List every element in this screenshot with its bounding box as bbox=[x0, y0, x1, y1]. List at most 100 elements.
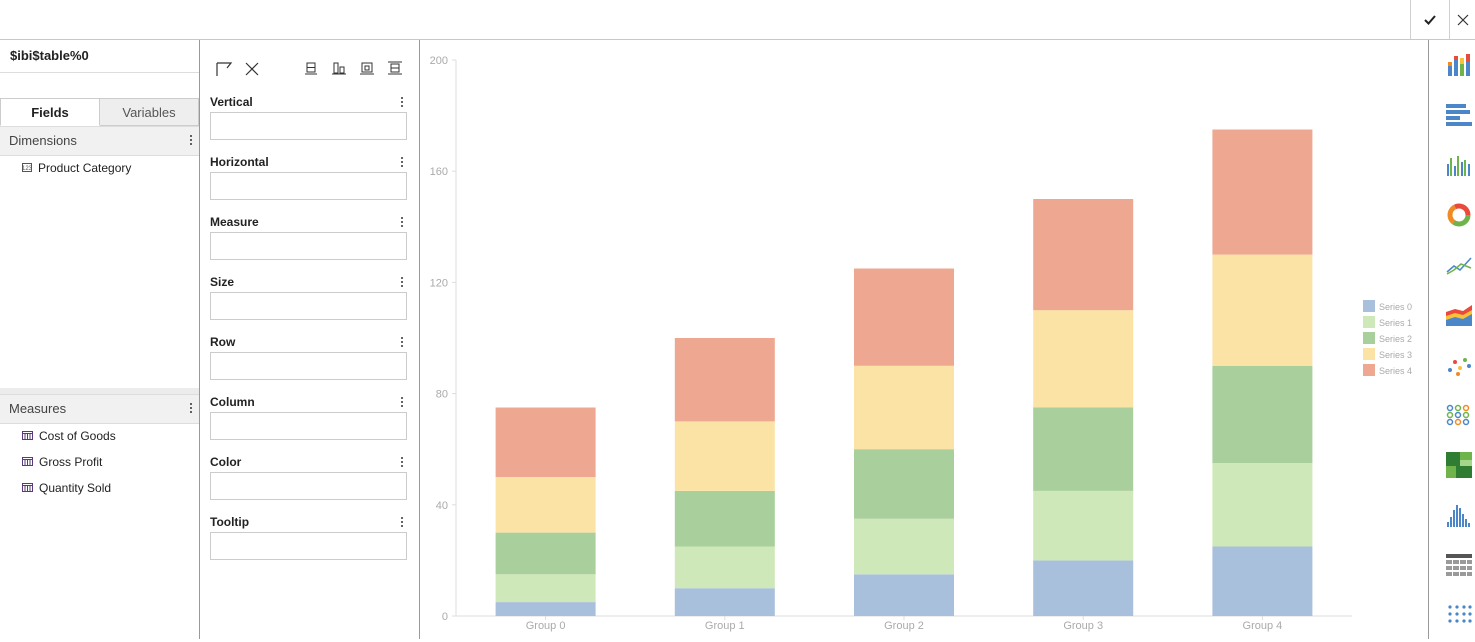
bar-segment bbox=[854, 449, 954, 519]
measure-field-icon bbox=[22, 429, 33, 443]
align-center-icon[interactable] bbox=[360, 60, 374, 79]
bucket-column-dropzone[interactable] bbox=[210, 412, 407, 440]
bucket-row-dropzone[interactable] bbox=[210, 352, 407, 380]
bar-segment bbox=[854, 268, 954, 366]
bar-segment bbox=[674, 421, 775, 491]
legend-swatch bbox=[1363, 316, 1375, 328]
align-top-icon[interactable] bbox=[304, 60, 318, 79]
bar-segment bbox=[495, 407, 596, 477]
bucket-size-label: Size bbox=[210, 275, 235, 289]
bar-segment bbox=[1212, 463, 1313, 547]
legend-swatch bbox=[1363, 332, 1375, 344]
y-tick-label: 80 bbox=[436, 389, 448, 401]
field-product-category[interactable]: 123 Product Category bbox=[22, 161, 131, 175]
bucket-menu-icon[interactable] bbox=[397, 336, 407, 350]
bucket-measure-label: Measure bbox=[210, 215, 259, 229]
treemap-icon[interactable] bbox=[1446, 452, 1472, 478]
area-chart-icon[interactable] bbox=[1446, 302, 1472, 328]
bucket-menu-icon[interactable] bbox=[397, 216, 407, 230]
bucket-menu-icon[interactable] bbox=[397, 156, 407, 170]
bucket-color-label: Color bbox=[210, 455, 242, 469]
bar-segment bbox=[1212, 129, 1313, 255]
x-tick-label: Group 2 bbox=[884, 620, 924, 632]
field-gross-profit[interactable]: Gross Profit bbox=[22, 455, 102, 469]
y-tick-label: 40 bbox=[436, 500, 448, 512]
bar-segment bbox=[1212, 254, 1313, 366]
bucket-menu-icon[interactable] bbox=[397, 396, 407, 410]
bucket-menu-icon[interactable] bbox=[397, 276, 407, 290]
legend-label: Series 1 bbox=[1379, 318, 1412, 328]
table-grid-icon[interactable] bbox=[1446, 552, 1472, 578]
x-tick-label: Group 1 bbox=[705, 620, 745, 632]
field-label: Quantity Sold bbox=[39, 481, 112, 495]
bucket-row-label: Row bbox=[210, 335, 236, 349]
dimensions-menu-icon[interactable] bbox=[186, 134, 196, 148]
bar-segment bbox=[854, 365, 954, 450]
grouped-bar-chart-icon[interactable] bbox=[1446, 152, 1472, 178]
align-bars-icon[interactable] bbox=[332, 60, 346, 79]
align-distribute-icon[interactable] bbox=[388, 60, 402, 79]
divider bbox=[0, 72, 199, 73]
tab-fields[interactable]: Fields bbox=[0, 98, 100, 126]
donut-chart-icon[interactable] bbox=[1446, 202, 1472, 228]
histogram-icon[interactable] bbox=[1446, 502, 1472, 528]
stacked-bar-chart-icon[interactable] bbox=[1446, 52, 1472, 78]
stacked-bar-chart: 0 40 80 120 160 200 Group 0 Group 1 Group 2 Group… bbox=[430, 55, 1412, 632]
bucket-horizontal-label: Horizontal bbox=[210, 155, 269, 169]
bar-segment bbox=[495, 602, 596, 616]
field-cost-of-goods[interactable]: Cost of Goods bbox=[22, 429, 116, 443]
data-panel: $ibi$table%0 Fields Variables Dimensions… bbox=[0, 40, 200, 639]
bar-segment bbox=[1033, 199, 1134, 311]
bucket-column-label: Column bbox=[210, 395, 255, 409]
bubble-matrix-icon[interactable] bbox=[1446, 402, 1472, 428]
field-label: Product Category bbox=[38, 161, 132, 175]
horizontal-bar-chart-icon[interactable] bbox=[1446, 102, 1472, 128]
bucket-tooltip-dropzone[interactable] bbox=[210, 532, 407, 560]
tab-variables[interactable]: Variables bbox=[100, 98, 199, 126]
bar-segment bbox=[854, 574, 954, 616]
bucket-color-dropzone[interactable] bbox=[210, 472, 407, 500]
x-tick-label: Group 0 bbox=[526, 620, 566, 632]
checkmark-icon bbox=[1424, 14, 1436, 25]
field-label: Gross Profit bbox=[39, 455, 103, 469]
y-tick-label: 200 bbox=[430, 55, 448, 67]
line-chart-icon[interactable] bbox=[1446, 252, 1472, 278]
dimensions-label: Dimensions bbox=[9, 133, 77, 148]
clear-icon[interactable] bbox=[243, 60, 261, 81]
bar-segment bbox=[495, 532, 596, 575]
legend-swatch bbox=[1363, 364, 1375, 376]
bucket-vertical-dropzone[interactable] bbox=[210, 112, 407, 140]
bucket-vertical-label: Vertical bbox=[210, 95, 253, 109]
bucket-measure-dropzone[interactable] bbox=[210, 232, 407, 260]
confirm-button[interactable] bbox=[1410, 0, 1449, 39]
panel-tabs: Fields Variables bbox=[0, 98, 199, 126]
data-source-title: $ibi$table%0 bbox=[10, 48, 89, 63]
bucket-horizontal-dropzone[interactable] bbox=[210, 172, 407, 200]
chart-canvas: 0 40 80 120 160 200 Group 0 Group 1 Group 2 Group… bbox=[420, 40, 1428, 639]
svg-text:123: 123 bbox=[22, 166, 32, 172]
close-button[interactable] bbox=[1449, 0, 1475, 39]
bucket-menu-icon[interactable] bbox=[397, 456, 407, 470]
measures-label: Measures bbox=[9, 401, 67, 416]
bar-segment bbox=[495, 477, 596, 533]
legend-label: Series 0 bbox=[1379, 302, 1412, 312]
legend-label: Series 3 bbox=[1379, 350, 1412, 360]
bar-segment bbox=[1212, 546, 1313, 616]
bar-segment bbox=[674, 338, 775, 422]
swap-axes-icon[interactable] bbox=[215, 60, 233, 81]
scatter-chart-icon[interactable] bbox=[1446, 352, 1472, 378]
measures-menu-icon[interactable] bbox=[186, 402, 196, 416]
dot-matrix-icon[interactable] bbox=[1446, 602, 1472, 628]
dimensions-header: Dimensions bbox=[0, 126, 199, 156]
field-label: Cost of Goods bbox=[39, 429, 116, 443]
bucket-menu-icon[interactable] bbox=[397, 516, 407, 530]
bucket-tooltip-label: Tooltip bbox=[210, 515, 250, 529]
section-divider bbox=[0, 388, 199, 394]
bucket-menu-icon[interactable] bbox=[397, 96, 407, 110]
bar-segment bbox=[674, 588, 775, 616]
bucket-size-dropzone[interactable] bbox=[210, 292, 407, 320]
field-quantity-sold[interactable]: Quantity Sold bbox=[22, 481, 111, 495]
bar-segment bbox=[1033, 490, 1134, 561]
legend-swatch bbox=[1363, 348, 1375, 360]
x-tick-label: Group 4 bbox=[1243, 620, 1283, 632]
